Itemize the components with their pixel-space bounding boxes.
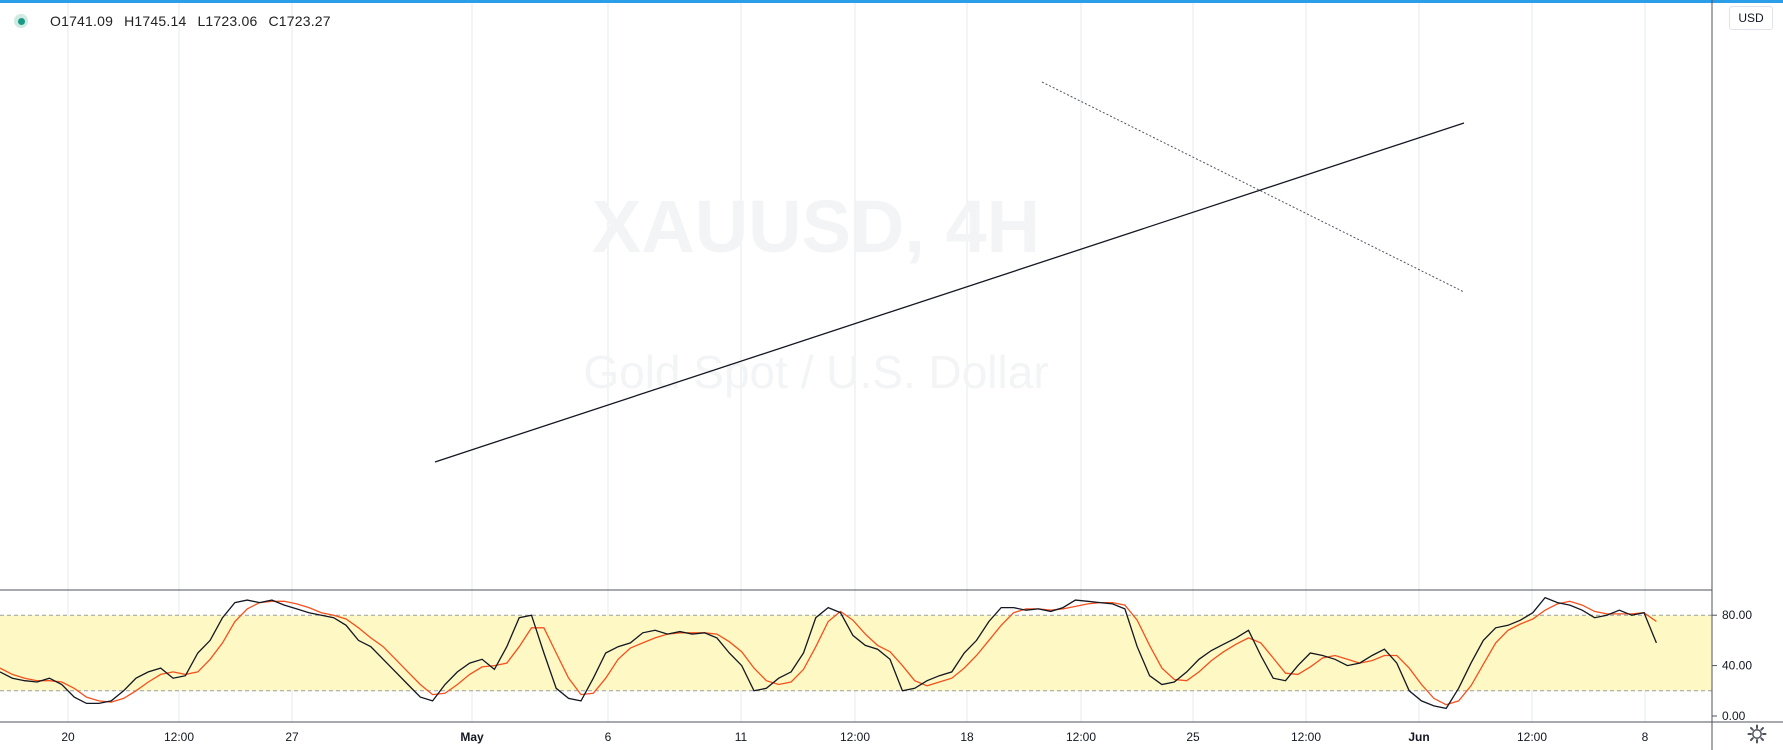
rising-trendline[interactable] (434, 122, 1465, 463)
time-tick-label: 27 (285, 730, 299, 744)
time-axis-labels: 20 12:00 27 May 6 11 12:00 18 12:00 25 12:00 Jun 12:… (61, 730, 1648, 744)
ohlc-legend: O1741.09 H1745.14 L1723.06 C1723.27 (14, 10, 342, 32)
time-tick-label: 12:00 (840, 730, 870, 744)
grid-lines (67, 3, 1646, 722)
stochastic-lines (0, 596, 1658, 710)
stochastic-band (0, 614, 1712, 692)
open-value: O1741.09 (50, 13, 114, 29)
time-tick-label: 12:00 (1291, 730, 1321, 744)
time-tick-label: 12:00 (164, 730, 194, 744)
stochastic-tick-label: 40.00 (1722, 659, 1752, 673)
close-value: C1723.27 (268, 13, 331, 29)
stochastic-k-line (0, 596, 1658, 710)
time-tick-label: 12:00 (1066, 730, 1096, 744)
stochastic-tick-label: 80.00 (1722, 608, 1752, 622)
overbought-oversold-band (0, 615, 1712, 691)
price-axis-labels: 1640.001650.001660.001670.001680.001690.… (1722, 608, 1752, 723)
trendlines[interactable] (434, 81, 1465, 463)
currency-button[interactable]: USD (1729, 6, 1773, 30)
time-tick-label: 25 (1186, 730, 1200, 744)
time-tick-label: May (460, 730, 484, 744)
low-value: L1723.06 (197, 13, 258, 29)
window-top-border (0, 0, 1783, 3)
gear-icon[interactable] (1747, 724, 1767, 744)
high-value: H1745.14 (124, 13, 187, 29)
symbol-watermark: XAUUSD, 4H Gold Spot / U.S. Dollar (583, 185, 1048, 398)
watermark-name: Gold Spot / U.S. Dollar (583, 346, 1048, 398)
time-tick-label: 11 (735, 730, 748, 744)
falling-trendline[interactable] (1041, 81, 1465, 293)
time-tick-label: Jun (1408, 730, 1429, 744)
time-tick-label: 20 (61, 730, 75, 744)
stochastic-tick-label: 0.00 (1722, 709, 1746, 723)
status-dot-icon[interactable] (14, 14, 28, 28)
time-tick-label: 18 (960, 730, 974, 744)
time-tick-label: 8 (1642, 730, 1649, 744)
time-tick-label: 12:00 (1517, 730, 1547, 744)
watermark-symbol: XAUUSD, 4H (592, 185, 1040, 268)
time-tick-label: 6 (605, 730, 612, 744)
